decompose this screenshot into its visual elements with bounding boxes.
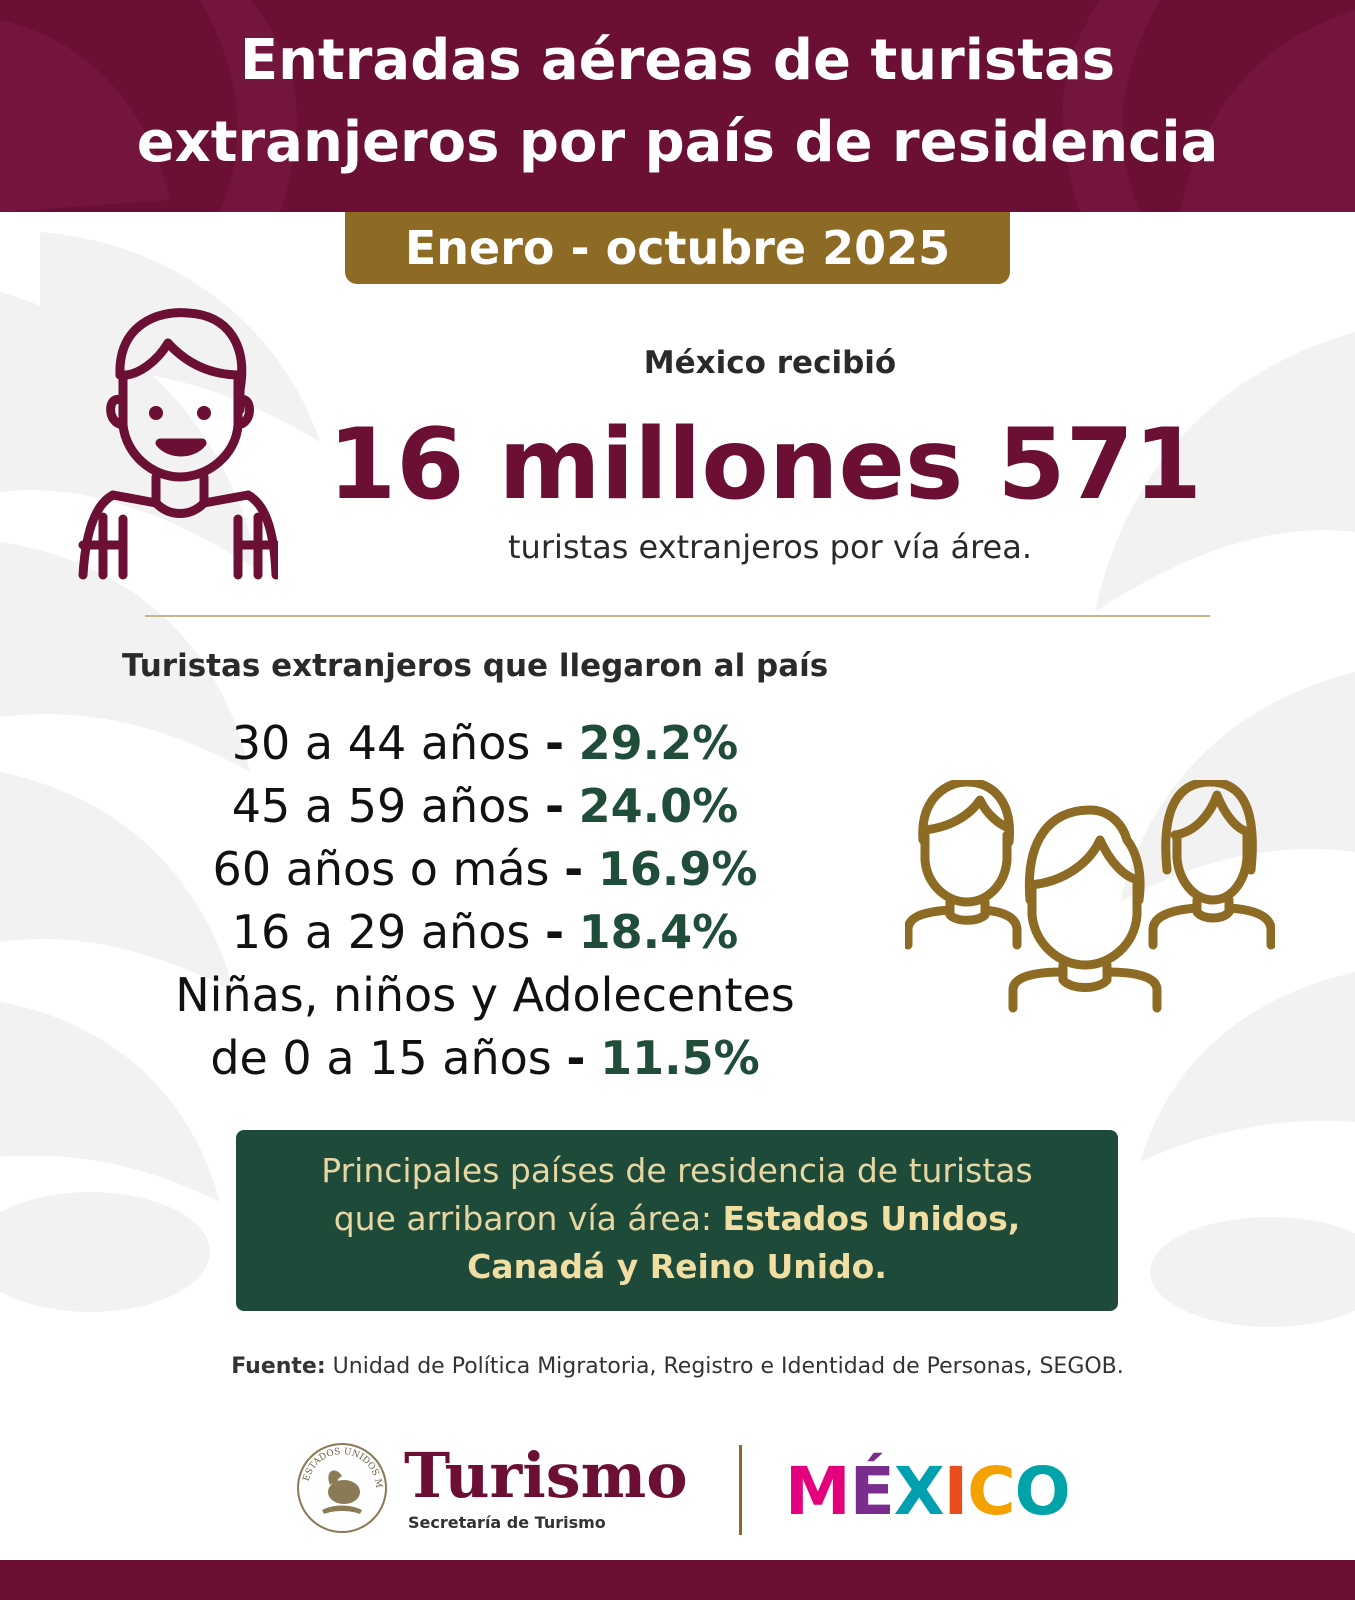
age-section-heading: Turistas extranjeros que llegaron al paí… xyxy=(122,648,829,684)
mexico-logo-letter: X xyxy=(893,1453,945,1530)
age-row: 16 a 29 años - 18.4% xyxy=(110,901,860,964)
source-label: Fuente: xyxy=(231,1354,326,1379)
age-label: 60 años o más xyxy=(212,842,550,896)
top-countries-box: Principales países de residencia de turi… xyxy=(236,1130,1118,1311)
total-tourists-caption: turistas extranjeros por vía área. xyxy=(507,528,1032,566)
mexico-logo-letter: O xyxy=(1014,1453,1071,1530)
countries-line-3-bold: Canadá y Reino Unido. xyxy=(467,1247,887,1286)
age-row: 30 a 44 años - 29.2% xyxy=(110,712,860,775)
traveler-icon xyxy=(78,308,278,580)
period-badge: Enero - octubre 2025 xyxy=(345,212,1010,284)
page-title: Entradas aéreas de turistas extranjeros … xyxy=(0,20,1355,184)
title-line-2: extranjeros por país de residencia xyxy=(136,110,1219,175)
age-label: 30 a 44 años xyxy=(231,716,531,770)
logo-divider xyxy=(739,1445,742,1535)
mexico-logo-letter: I xyxy=(943,1453,969,1530)
age-label-line-2: de 0 a 15 años xyxy=(210,1031,552,1085)
section-divider xyxy=(145,615,1210,617)
header-pattern xyxy=(0,0,1355,212)
mexico-logo-letter: C xyxy=(967,1453,1015,1530)
age-percent: 16.9% xyxy=(597,842,758,896)
age-percent: 24.0% xyxy=(578,779,739,833)
age-separator: - xyxy=(544,716,565,770)
age-label-line-1: Niñas, niños y Adolecentes xyxy=(175,968,795,1022)
mexico-logo-letter: M xyxy=(785,1453,851,1530)
age-percent: 29.2% xyxy=(578,716,739,770)
source-text: Unidad de Política Migratoria, Registro … xyxy=(332,1354,1124,1379)
header-banner: Entradas aéreas de turistas extranjeros … xyxy=(0,0,1355,212)
people-group-icon xyxy=(905,780,1275,1013)
national-seal-icon: ESTADOS UNIDOS MEXICANOS xyxy=(294,1440,387,1533)
total-tourists: 16 millones 571 xyxy=(328,408,1202,522)
age-separator: - xyxy=(544,779,565,833)
background-pattern xyxy=(0,232,1355,1327)
age-percent: 18.4% xyxy=(578,905,739,959)
mexico-logo-letter: É xyxy=(849,1453,895,1530)
countries-line-1: Principales países de residencia de turi… xyxy=(321,1151,1033,1190)
countries-line-2-prefix: que arribaron vía área: xyxy=(333,1199,713,1238)
source-note: Fuente: Unidad de Política Migratoria, R… xyxy=(120,1354,1235,1379)
age-separator: - xyxy=(564,842,584,896)
age-separator: - xyxy=(544,905,565,959)
turismo-logo-subtitle: Secretaría de Turismo xyxy=(408,1513,606,1532)
turismo-logo-text: Turismo xyxy=(404,1439,688,1512)
age-percent: 11.5% xyxy=(600,1031,760,1085)
countries-line-2-bold: Estados Unidos, xyxy=(722,1199,1021,1238)
age-list: 30 a 44 años - 29.2% 45 a 59 años - 24.0… xyxy=(110,712,860,1090)
title-line-1: Entradas aéreas de turistas xyxy=(239,28,1116,93)
age-row: 45 a 59 años - 24.0% xyxy=(110,775,860,838)
age-label: 45 a 59 años xyxy=(231,779,531,833)
intro-text: México recibió xyxy=(643,345,897,381)
age-label: 16 a 29 años xyxy=(231,905,531,959)
age-row: 60 años o más - 16.9% xyxy=(110,838,860,901)
age-row-children: Niñas, niños y Adolecentes de 0 a 15 año… xyxy=(110,964,860,1090)
age-separator: - xyxy=(566,1031,586,1085)
footer-band xyxy=(0,1560,1355,1600)
mexico-brand-logo: MÉXICO xyxy=(785,1452,1071,1532)
